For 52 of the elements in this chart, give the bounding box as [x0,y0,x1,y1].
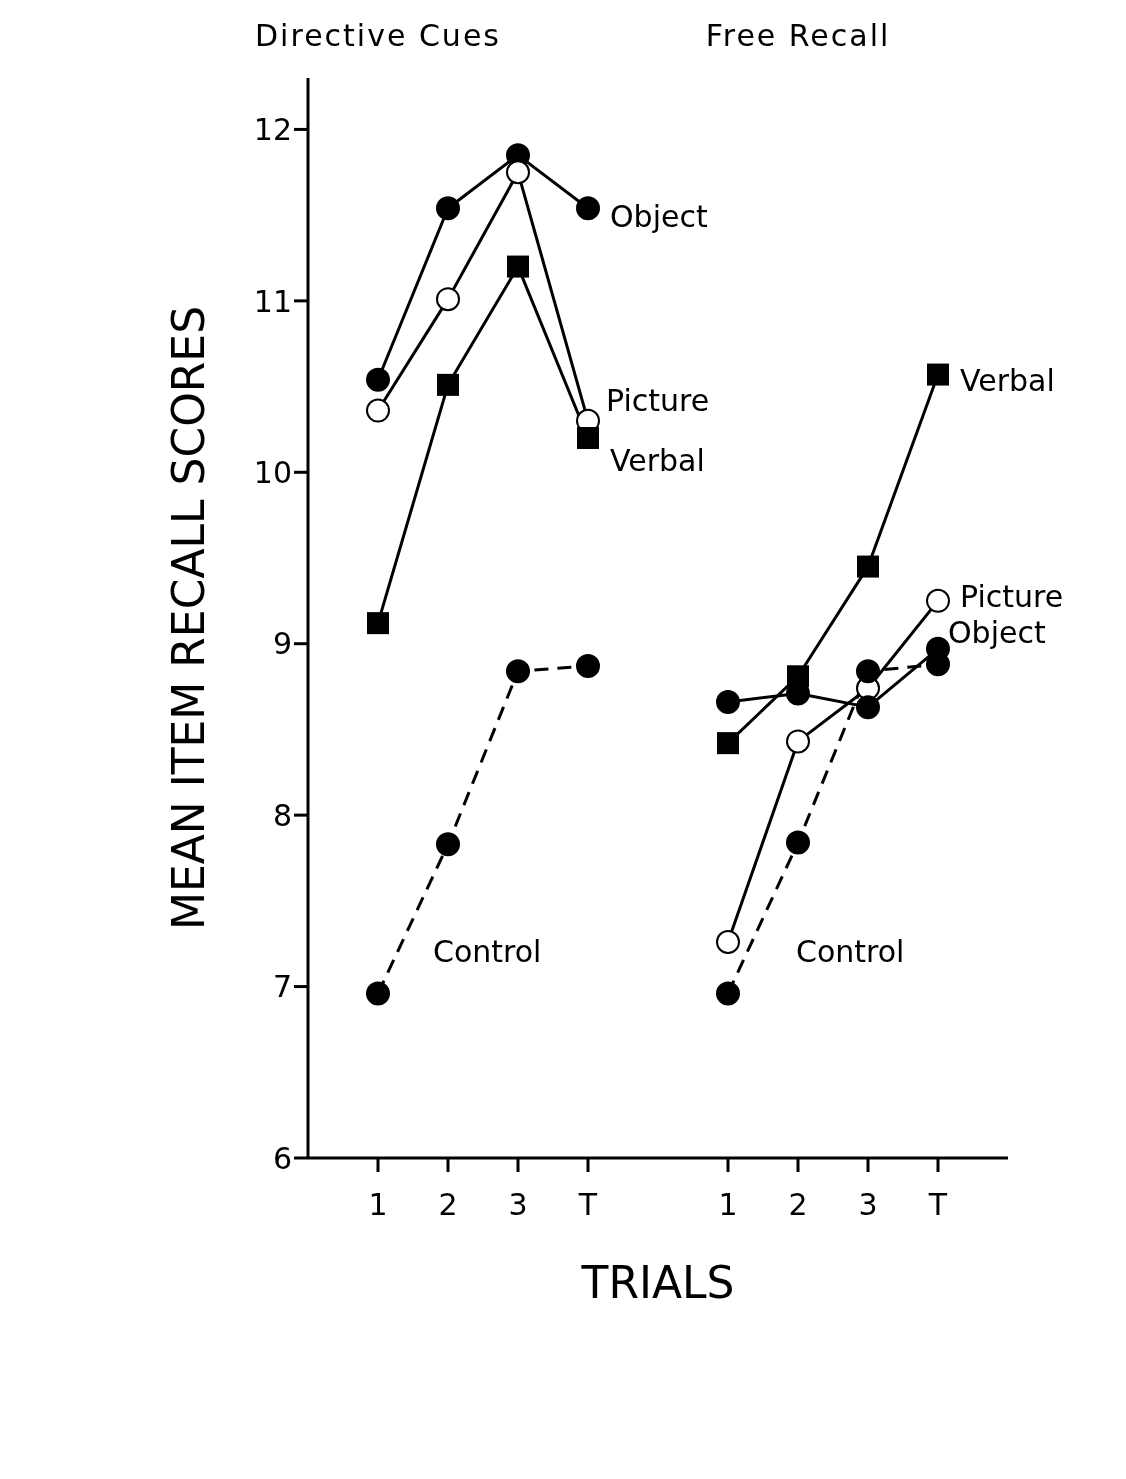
x-tick-label: T [927,1187,948,1223]
series-label: Verbal [610,442,705,478]
point [716,690,740,714]
point [786,729,810,754]
y-tick-label: 6 [272,1140,292,1176]
point [436,832,460,857]
point [436,287,460,312]
y-tick-label: 12 [253,112,292,148]
y-tick-label: 11 [253,283,292,319]
point [717,732,739,755]
point [506,160,530,185]
text: Directive Cues [254,18,502,53]
point [926,588,950,613]
x-tick-label: 3 [858,1187,878,1223]
point [507,255,529,278]
point [927,363,949,386]
y-tick-label: 7 [272,969,292,1005]
point [576,654,600,678]
y-tick-label: 10 [253,454,292,490]
point [716,981,740,1006]
point [437,373,459,396]
point [856,695,880,720]
series-label: Object [948,615,1046,651]
series-label: Control [796,933,905,969]
series-label: Picture [960,579,1064,615]
point [857,555,879,578]
x-tick-label: T [577,1187,598,1223]
point [366,367,390,392]
point [366,398,390,423]
point [366,981,390,1006]
x-tick-label: 1 [368,1187,388,1223]
text: Free Recall [704,18,892,53]
point [367,612,389,635]
x-tick-label: 2 [788,1187,808,1223]
point [506,659,530,684]
x-tick-label: 1 [718,1187,738,1223]
series-label: Object [610,198,708,234]
point [716,930,740,954]
series-label: Picture [606,383,710,419]
y-tick-label: 9 [272,626,292,662]
x-axis-title: TRIALS [580,1257,735,1308]
point [436,196,460,221]
series-label: Verbal [960,363,1055,399]
point [577,427,599,449]
series-label: Control [433,933,542,969]
point [786,830,810,855]
y-axis-title: MEAN ITEM RECALL SCORES [162,305,214,931]
y-tick-label: 8 [272,797,292,833]
point [576,196,600,221]
x-tick-label: 2 [438,1187,458,1223]
x-tick-label: 3 [508,1187,528,1223]
point [856,659,880,684]
